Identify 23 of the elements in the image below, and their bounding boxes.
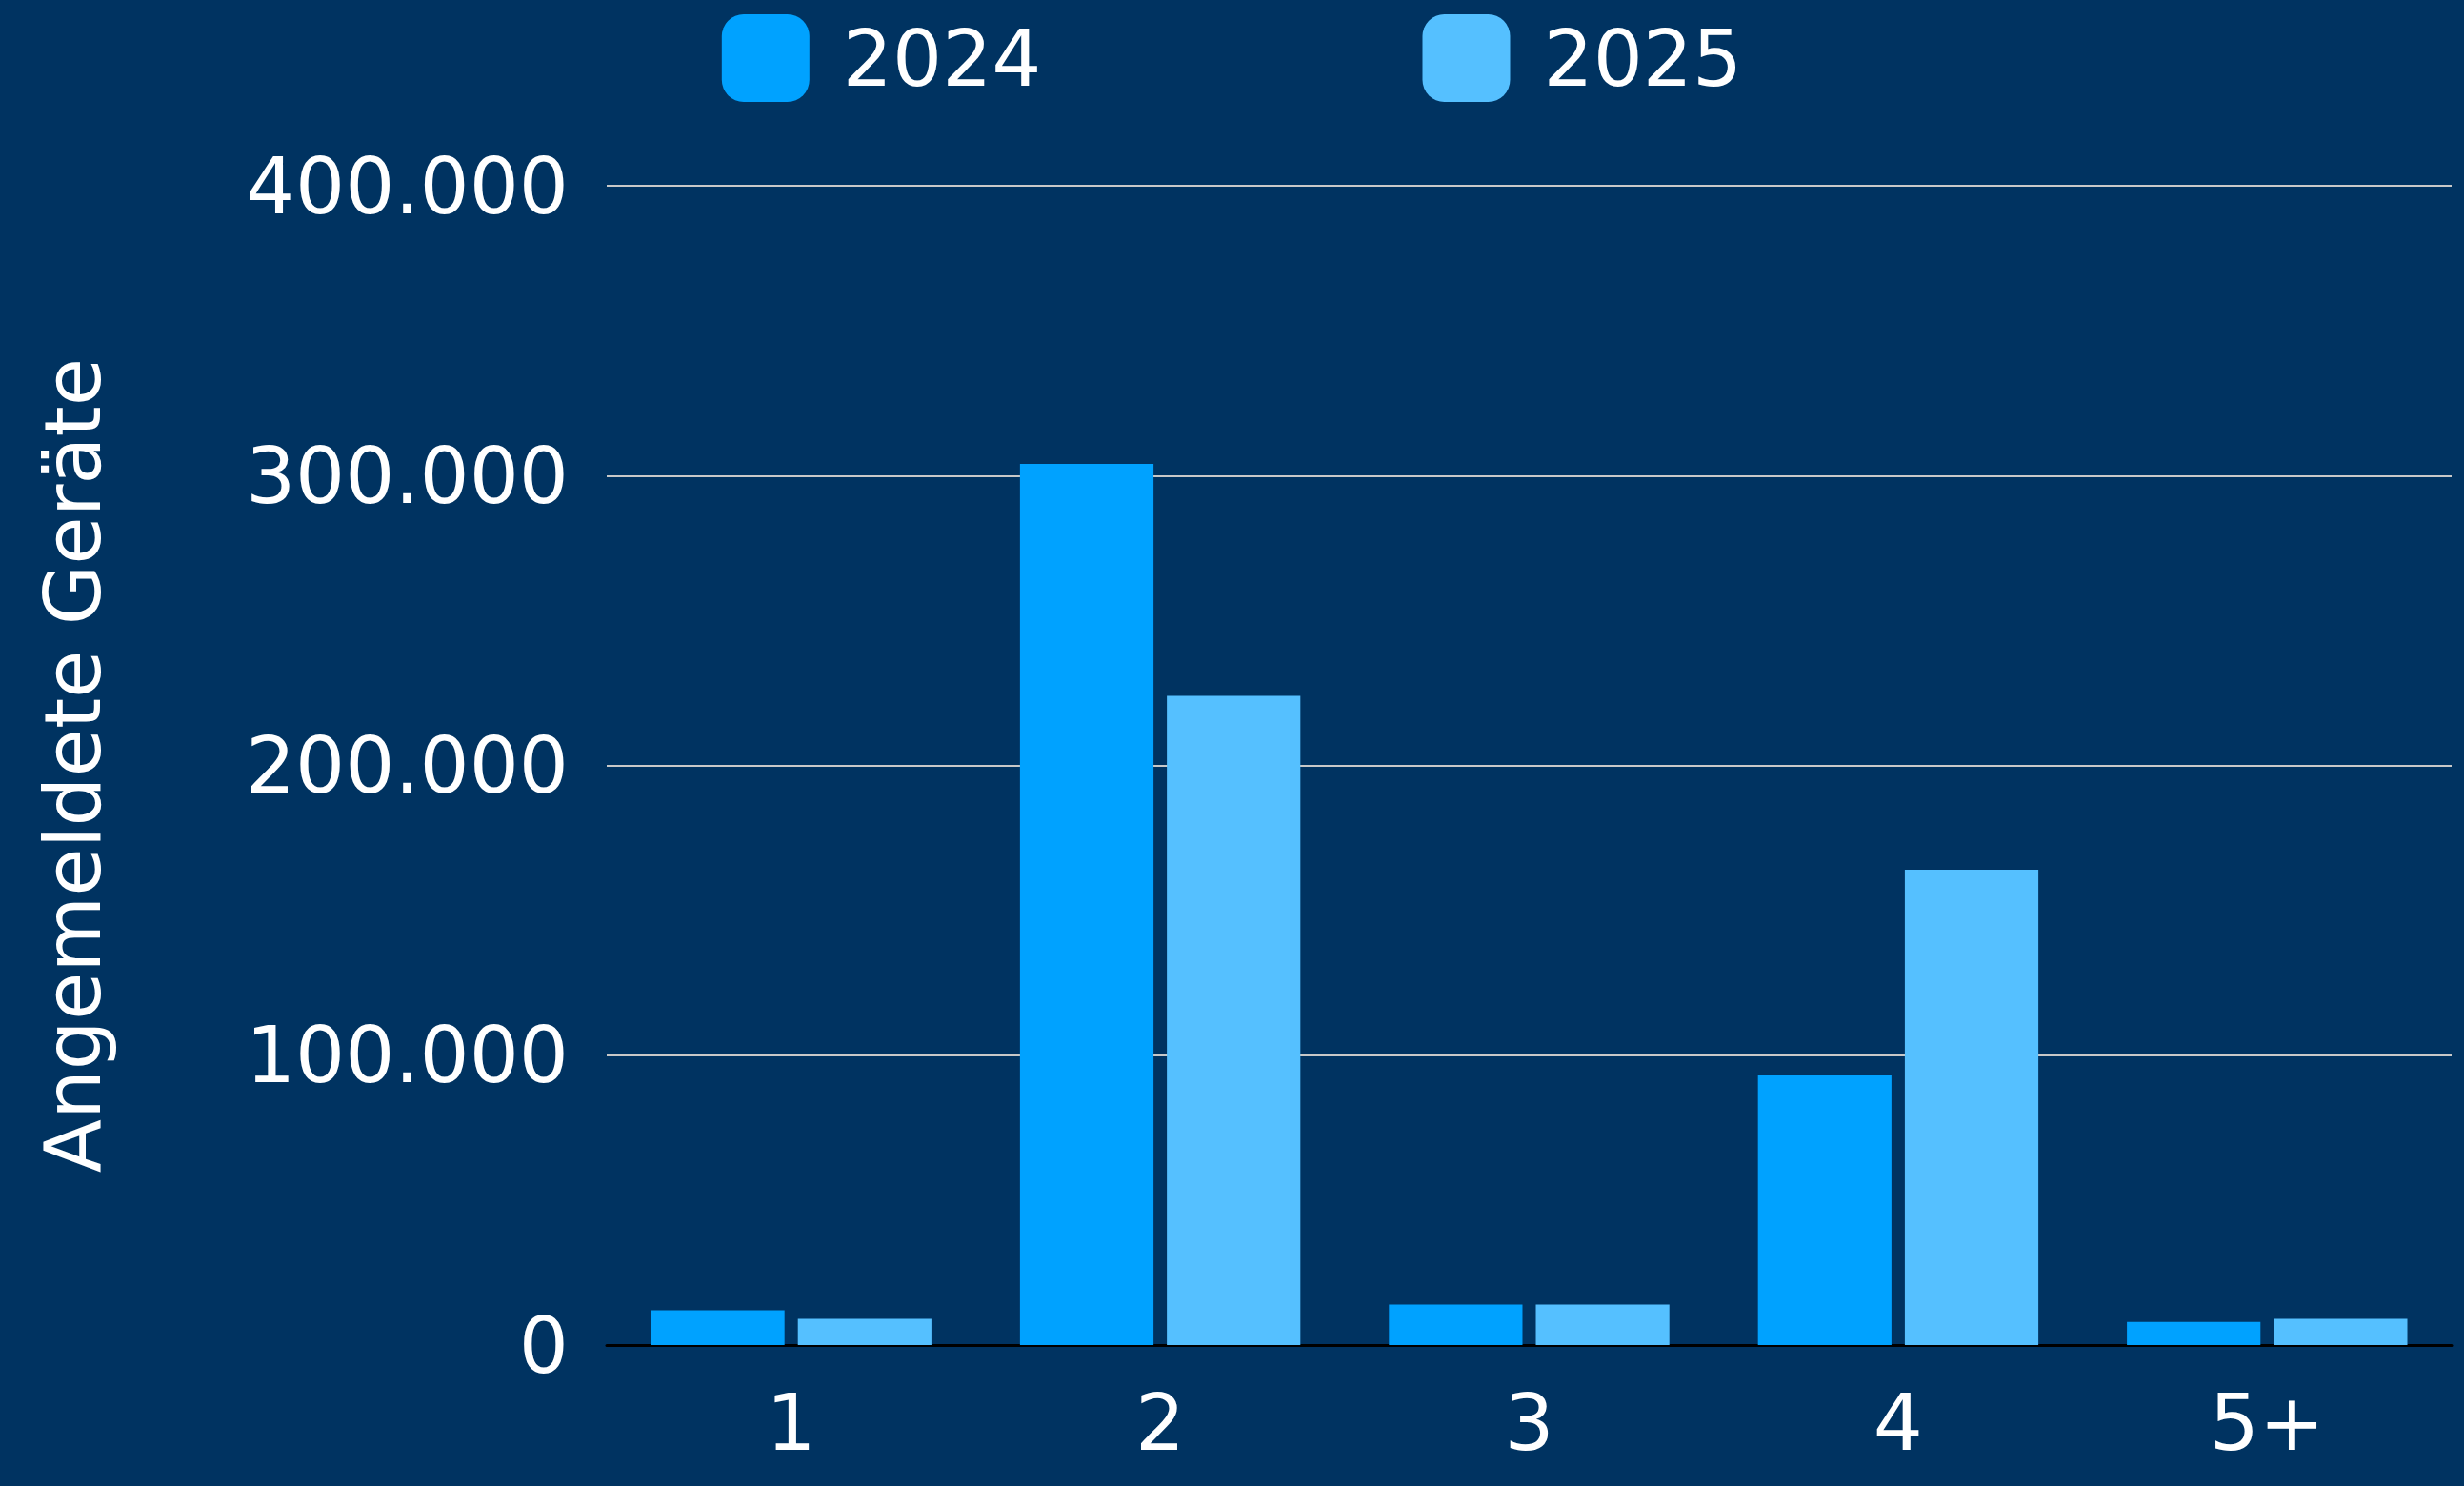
bar bbox=[2127, 1321, 2261, 1345]
bar bbox=[1904, 870, 2039, 1345]
y-axis-title: Angemeldete Geräte bbox=[27, 357, 118, 1174]
bar bbox=[1167, 695, 1301, 1345]
bar bbox=[797, 1318, 932, 1345]
bar bbox=[651, 1310, 785, 1345]
x-tick-label: 3 bbox=[1504, 1376, 1554, 1468]
bar bbox=[1019, 464, 1154, 1345]
x-tick-label: 1 bbox=[766, 1376, 816, 1468]
y-tick-label: 0 bbox=[518, 1299, 569, 1391]
y-tick-label: 400.000 bbox=[245, 140, 569, 231]
x-tick-label: 4 bbox=[1873, 1376, 1923, 1468]
x-tick-label: 5+ bbox=[2209, 1376, 2325, 1468]
bar bbox=[1535, 1304, 1670, 1345]
y-tick-label: 300.000 bbox=[245, 430, 569, 521]
legend-label: 2025 bbox=[1543, 12, 1743, 104]
y-tick-label: 200.000 bbox=[245, 720, 569, 811]
bar bbox=[2274, 1318, 2408, 1345]
y-tick-label: 100.000 bbox=[245, 1010, 569, 1101]
bar bbox=[1389, 1304, 1523, 1345]
bar bbox=[1757, 1075, 1892, 1345]
x-tick-label: 2 bbox=[1135, 1376, 1186, 1468]
legend-label: 2024 bbox=[842, 12, 1042, 104]
